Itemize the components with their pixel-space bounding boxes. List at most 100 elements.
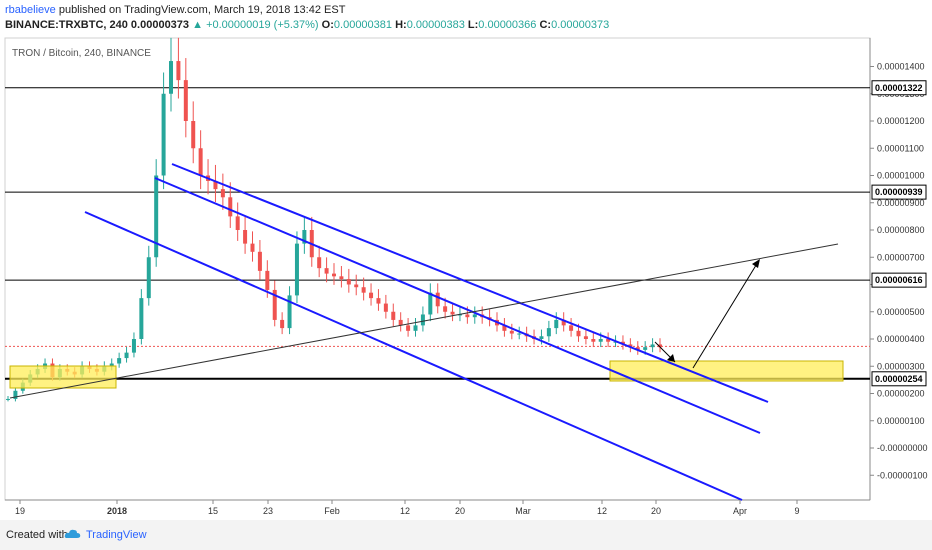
candle-body bbox=[131, 339, 136, 353]
x-tick-label: 23 bbox=[263, 506, 273, 516]
y-tick-label: 0.00000300 bbox=[877, 361, 925, 371]
symbol-label: BINANCE:TRXBTC, 240 bbox=[5, 19, 128, 31]
x-tick-label: Apr bbox=[733, 506, 747, 516]
x-tick-label: 2018 bbox=[107, 506, 127, 516]
candle-body bbox=[435, 292, 440, 307]
publish-line: rbabelieve published on TradingView.com,… bbox=[5, 4, 345, 16]
candle-body bbox=[383, 303, 388, 312]
x-tick-label: 20 bbox=[651, 506, 661, 516]
candle-body bbox=[420, 314, 425, 326]
author-link[interactable]: rbabelieve bbox=[5, 4, 56, 16]
trend-channel-line[interactable] bbox=[154, 177, 761, 434]
candle-body bbox=[220, 189, 225, 198]
candle-body bbox=[613, 341, 618, 343]
y-tick-label: 0.00000100 bbox=[877, 416, 925, 426]
projection-arrow-up[interactable] bbox=[692, 261, 759, 369]
price-level-tag-label: 0.00000254 bbox=[875, 374, 923, 384]
close-label: C: bbox=[539, 19, 552, 31]
x-tick-label: 12 bbox=[400, 506, 410, 516]
y-tick-label: 0.00000200 bbox=[877, 389, 925, 399]
candle-body bbox=[539, 336, 544, 339]
candle-body bbox=[413, 325, 418, 331]
price-level-tag-label: 0.00001322 bbox=[875, 83, 923, 93]
arrowhead-icon bbox=[667, 354, 675, 362]
candle-body bbox=[346, 279, 351, 285]
candle-body bbox=[6, 398, 10, 400]
uptrend-line[interactable] bbox=[9, 243, 839, 399]
candle-body bbox=[398, 319, 403, 326]
symbol-line: BINANCE:TRXBTC, 240 0.00000373 ▲ +0.0000… bbox=[5, 19, 609, 31]
candle-body bbox=[272, 289, 277, 320]
candle-body bbox=[457, 314, 462, 316]
candle-body bbox=[391, 311, 396, 320]
trend-channel-line[interactable] bbox=[84, 211, 743, 501]
candle-body bbox=[228, 197, 233, 217]
candle-body bbox=[569, 325, 574, 331]
candle-body bbox=[509, 330, 514, 334]
support-zone-right[interactable] bbox=[609, 360, 844, 382]
price-level-tag-label: 0.00000939 bbox=[875, 187, 923, 197]
x-tick-label: Feb bbox=[324, 506, 340, 516]
candle-body bbox=[250, 243, 255, 252]
candle-body bbox=[324, 268, 329, 274]
low-value: 0.00000366 bbox=[478, 19, 537, 31]
price-level-tag bbox=[871, 371, 927, 387]
y-tick-label: 0.00001100 bbox=[877, 143, 924, 153]
candle-body bbox=[169, 61, 173, 94]
candle-body bbox=[376, 298, 381, 304]
arrowhead-icon bbox=[752, 259, 760, 268]
open-value: 0.00000381 bbox=[333, 19, 393, 31]
candle-body bbox=[13, 390, 18, 399]
chart-legend: TRON / Bitcoin, 240, BINANCE bbox=[12, 48, 151, 59]
low-label: L: bbox=[467, 19, 479, 31]
x-tick-label: 15 bbox=[208, 506, 218, 516]
published-text: published on TradingView.com, March 19, … bbox=[58, 4, 346, 16]
candle-body bbox=[598, 339, 603, 342]
price-level-tag-label: 0.00000616 bbox=[875, 275, 923, 285]
high-label: H: bbox=[395, 19, 407, 31]
candle-body bbox=[198, 148, 203, 176]
candle-body bbox=[443, 306, 448, 312]
price-level-tag bbox=[871, 184, 927, 200]
x-tick-label: 9 bbox=[794, 506, 799, 516]
tradingview-cloud-icon bbox=[64, 529, 81, 538]
candle-body bbox=[317, 257, 322, 269]
candle-body bbox=[191, 121, 196, 149]
candle-body bbox=[502, 325, 507, 331]
candle-body bbox=[243, 230, 248, 244]
x-tick-label: 19 bbox=[15, 506, 25, 516]
x-tick-label: Mar bbox=[515, 506, 531, 516]
candle-body bbox=[450, 311, 455, 315]
trend-channel-line[interactable] bbox=[171, 163, 769, 403]
candle-body bbox=[361, 287, 366, 293]
footer: Created with TradingView bbox=[0, 520, 932, 550]
y-tick-label: 0.00001400 bbox=[877, 62, 925, 72]
candle-body bbox=[265, 270, 270, 290]
y-tick-label: 0.00000500 bbox=[877, 307, 925, 317]
y-tick-label: -0.00000000 bbox=[877, 443, 928, 453]
price-level-tag bbox=[871, 80, 927, 96]
candle-body bbox=[583, 336, 588, 339]
candle-body bbox=[161, 93, 166, 176]
candle-body bbox=[576, 330, 581, 337]
candle-body bbox=[650, 344, 655, 348]
candle-body bbox=[257, 251, 262, 271]
candle-body bbox=[109, 363, 114, 367]
tradingview-brand-link[interactable]: TradingView bbox=[86, 529, 147, 541]
candle-body bbox=[302, 230, 307, 244]
candle-body bbox=[369, 292, 374, 299]
candle-body bbox=[146, 257, 151, 299]
candle-body bbox=[332, 273, 336, 277]
candle-body bbox=[472, 314, 477, 318]
candle-body bbox=[465, 314, 470, 318]
chart-header: rbabelieve published on TradingView.com,… bbox=[0, 0, 932, 36]
support-zone-left[interactable] bbox=[9, 365, 117, 389]
y-tick-label: -0.00000100 bbox=[877, 470, 928, 480]
candle-body bbox=[176, 61, 181, 81]
y-tick-label: 0.00000700 bbox=[877, 252, 925, 262]
price-chart[interactable]: TRON / Bitcoin, 240, BINANCE 0.00001400 0… bbox=[0, 0, 932, 520]
candle-body bbox=[643, 347, 648, 350]
y-tick-label: 0.00001000 bbox=[877, 171, 925, 181]
candle-body bbox=[139, 298, 144, 339]
candle-body bbox=[517, 333, 522, 335]
